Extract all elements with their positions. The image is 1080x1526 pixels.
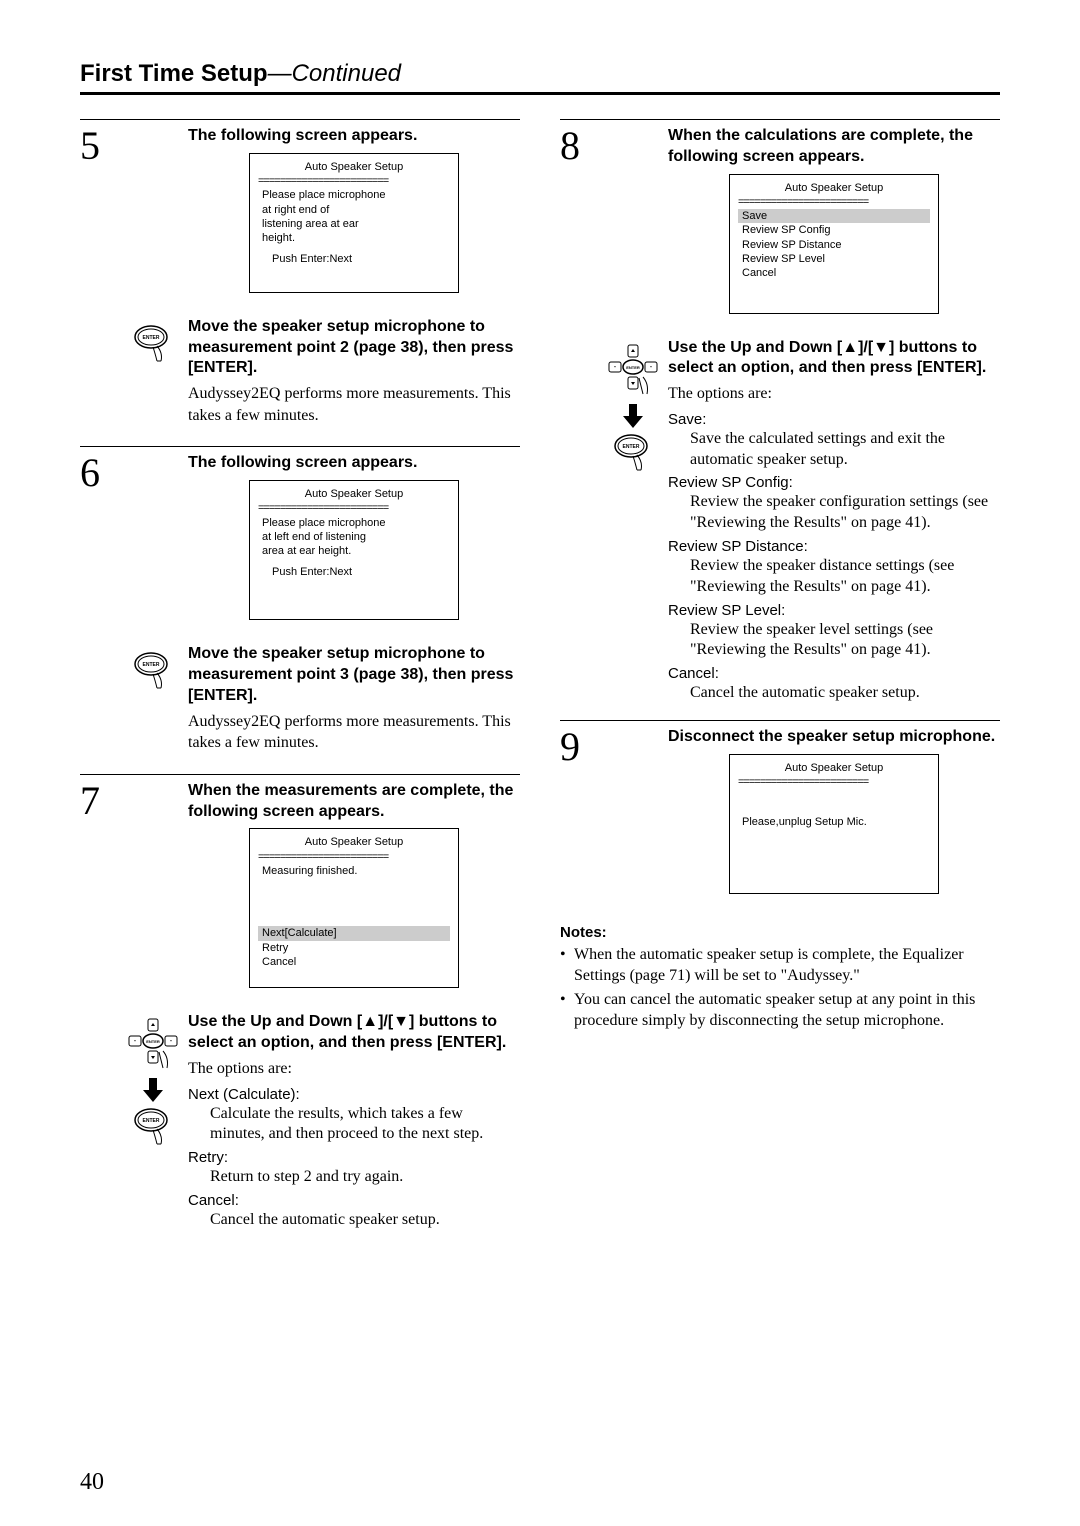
note-2: You can cancel the automatic speaker set… [560,990,1000,1032]
step-6b-heading: Move the speaker setup microphone to mea… [188,644,520,706]
opt-retry-term: Retry: [188,1149,520,1166]
title-rule [80,92,1000,95]
step-5-heading: The following screen appears. [188,126,520,147]
opt-cancel8-term: Cancel: [668,665,1000,682]
enter-button-icon: ENTER [131,1104,175,1148]
step-5b-heading: Move the speaker setup microphone to mea… [188,317,520,379]
svg-text:ENTER: ENTER [143,335,160,341]
step-7-heading: When the measurements are complete, the … [188,781,520,823]
screen-5: Auto Speaker Setup =====================… [249,153,459,293]
step-6b: ENTER Move the speaker setup microphone … [80,644,520,760]
step-5b-text: Audyssey2EQ performs more measurements. … [188,383,520,426]
screen-9: Auto Speaker Setup =====================… [729,754,939,894]
opt-retry-desc: Return to step 2 and try again. [210,1167,520,1188]
svg-text:ENTER: ENTER [146,1039,160,1044]
step-8: 8 When the calculations are complete, th… [560,119,1000,324]
opt-config-term: Review SP Config: [668,474,1000,491]
screen-6: Auto Speaker Setup =====================… [249,480,459,620]
screen-7: Auto Speaker Setup =====================… [249,828,459,988]
opt-level-term: Review SP Level: [668,602,1000,619]
step-6-heading: The following screen appears. [188,453,520,474]
step-8b-heading: Use the Up and Down [▲]/[▼] buttons to s… [668,338,1000,380]
opt-next-desc: Calculate the results, which takes a few… [210,1104,520,1146]
main-columns: 5 The following screen appears. Auto Spe… [80,119,1000,1247]
step-num-6: 6 [80,453,118,630]
opt-cancel-desc: Cancel the automatic speaker setup. [210,1210,520,1231]
step-num-8: 8 [560,126,598,324]
opt-next-term: Next (Calculate): [188,1086,520,1103]
svg-text:ENTER: ENTER [143,662,160,668]
page-number: 40 [80,1469,104,1496]
opt-config-desc: Review the speaker configuration setting… [690,492,1000,534]
section-title-main: First Time Setup [80,60,268,87]
notes-section: Notes: When the automatic speaker setup … [560,924,1000,1032]
step-num-5: 5 [80,126,118,303]
step-6b-text: Audyssey2EQ performs more measurements. … [188,711,520,754]
enter-button-icon: ENTER [611,430,655,474]
opt-save-term: Save: [668,411,1000,428]
step-7b-intro: The options are: [188,1058,520,1080]
svg-text:ENTER: ENTER [623,444,640,450]
right-column: 8 When the calculations are complete, th… [560,119,1000,1247]
opt-cancel8-desc: Cancel the automatic speaker setup. [690,683,1000,704]
step-9: 9 Disconnect the speaker setup microphon… [560,720,1000,904]
step-num-7: 7 [80,781,118,999]
opt-cancel-term: Cancel: [188,1192,520,1209]
arrow-down-icon [143,1078,163,1102]
section-title-cont: —Continued [268,60,401,87]
step-8b: - - ENTER ENTER Use the Up and Down [▲]/… [560,338,1000,706]
step-6: 6 The following screen appears. Auto Spe… [80,446,520,630]
screen-8: Auto Speaker Setup =====================… [729,174,939,314]
opt-dist-desc: Review the speaker distance settings (se… [690,556,1000,598]
step-8b-intro: The options are: [668,383,1000,405]
opt-dist-term: Review SP Distance: [668,538,1000,555]
notes-list: When the automatic speaker setup is comp… [560,945,1000,1032]
notes-title: Notes: [560,924,1000,941]
svg-text:ENTER: ENTER [143,1118,160,1124]
arrow-down-icon [623,404,643,428]
svg-text:-: - [614,362,617,371]
svg-text:-: - [170,1036,173,1045]
step-icon-col-5 [118,126,188,303]
opt-level-desc: Review the speaker level settings (see "… [690,620,1000,662]
section-title: First Time Setup—Continued [80,60,1000,88]
opt-save-desc: Save the calculated settings and exit th… [690,429,1000,471]
step-num-9: 9 [560,727,598,904]
step-7: 7 When the measurements are complete, th… [80,774,520,999]
note-1: When the automatic speaker setup is comp… [560,945,1000,987]
left-column: 5 The following screen appears. Auto Spe… [80,119,520,1247]
enter-button-icon: ENTER [131,321,175,365]
step-9-heading: Disconnect the speaker setup microphone. [668,727,1000,748]
step-5b: ENTER Move the speaker setup microphone … [80,317,520,433]
svg-text:-: - [650,362,653,371]
svg-text:-: - [134,1036,137,1045]
dpad-icon: - - ENTER [123,1016,183,1076]
svg-text:ENTER: ENTER [626,365,640,370]
enter-button-icon: ENTER [131,648,175,692]
dpad-icon: - - ENTER [603,342,663,402]
step-7b: - - ENTER ENTER Use the Up and Down [▲]/… [80,1012,520,1232]
step-7b-heading: Use the Up and Down [▲]/[▼] buttons to s… [188,1012,520,1054]
step-8-heading: When the calculations are complete, the … [668,126,1000,168]
step-5: 5 The following screen appears. Auto Spe… [80,119,520,303]
